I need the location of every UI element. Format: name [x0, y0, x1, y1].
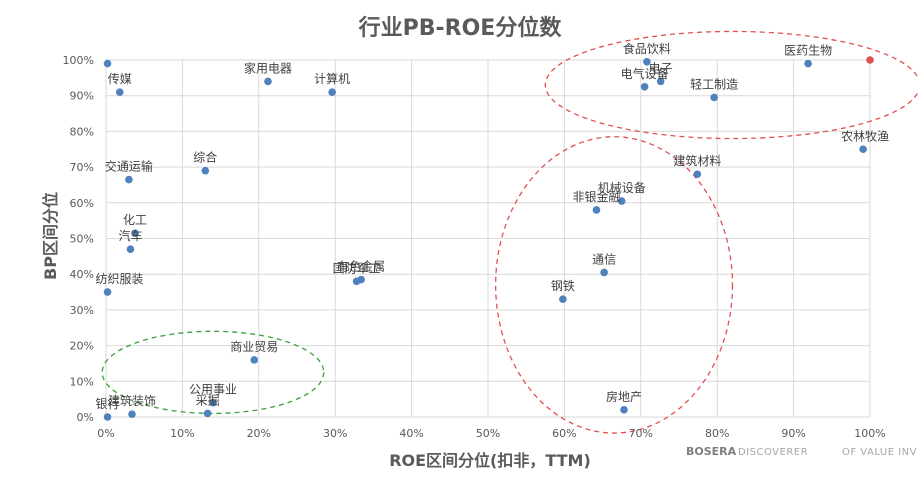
data-point-label: 通信 — [592, 252, 616, 266]
brand-suffix: OF VALUE INVEST — [842, 447, 918, 458]
data-point-label: 机械设备 — [598, 180, 646, 195]
data-point — [804, 59, 812, 68]
y-tick-label: 0% — [77, 411, 94, 424]
data-point — [710, 93, 718, 102]
y-tick-label: 20% — [70, 340, 94, 353]
y-tick-label: 30% — [70, 304, 94, 317]
grid-lines — [105, 59, 871, 418]
data-point-label: 钢铁 — [551, 279, 575, 293]
y-tick-label: 90% — [70, 90, 94, 103]
data-point-label: 食品饮料 — [623, 41, 671, 56]
data-point-label: 有色金属 — [337, 259, 385, 274]
y-tick-label: 50% — [70, 233, 94, 246]
data-point — [600, 268, 608, 277]
data-point — [126, 245, 135, 254]
data-point — [592, 206, 601, 214]
data-point-label: 医药生物 — [784, 44, 832, 58]
data-point — [201, 166, 210, 175]
axis-ticks: 0% 10% 20% 30% 40% 50% 60% 70% 80% 90% 100% 0% 10% 20… — [63, 54, 886, 440]
data-point — [656, 77, 665, 86]
data-point — [640, 82, 649, 91]
data-point-label: 非银金融 — [572, 189, 620, 204]
data-point — [125, 175, 133, 184]
x-tick-label: 100% — [854, 427, 885, 440]
data-point — [128, 410, 136, 418]
x-tick-label: 70% — [629, 427, 653, 440]
data-point — [620, 406, 628, 414]
data-point-label: 轻工制造 — [690, 77, 738, 91]
data-point — [131, 229, 139, 237]
x-tick-label: 40% — [399, 427, 423, 440]
data-point-label: 采掘 — [196, 392, 220, 407]
data-point-label: 电子 — [649, 61, 673, 75]
data-point — [559, 295, 567, 303]
data-point-label: 农林牧渔 — [841, 129, 889, 143]
data-point — [866, 56, 874, 64]
x-tick-label: 90% — [781, 427, 805, 440]
data-point-label: 交通运输 — [105, 159, 153, 174]
data-point — [328, 88, 336, 96]
data-point — [357, 275, 365, 284]
brand-name: BOSERA — [686, 445, 737, 458]
data-point — [643, 57, 651, 66]
annotation-ellipse — [494, 136, 734, 434]
brand-tagline: DISCOVERER — [738, 447, 808, 458]
data-point — [693, 170, 702, 179]
x-tick-label: 60% — [552, 427, 576, 440]
data-point-label: 房地产 — [606, 389, 642, 404]
data-point-label: 纺织服装 — [96, 272, 144, 286]
data-point-label: 建筑材料 — [673, 153, 721, 168]
x-axis-title: ROE区间分位(扣非，TTM) — [389, 451, 591, 470]
data-point — [103, 59, 112, 68]
data-point — [203, 409, 212, 418]
data-point — [617, 197, 626, 205]
data-point-label: 化工 — [123, 213, 147, 227]
annotation-ellipses — [101, 30, 918, 434]
chart-title: 行业PB-ROE分位数 — [358, 15, 563, 41]
data-point-label: 公用事业 — [189, 383, 237, 397]
data-point — [250, 356, 259, 364]
data-point — [859, 145, 867, 154]
y-tick-label: 60% — [70, 197, 94, 210]
data-point-label: 传媒 — [108, 71, 132, 86]
data-point — [103, 288, 112, 296]
data-point-label: 汽车 — [118, 228, 142, 243]
x-tick-label: 30% — [323, 427, 347, 440]
data-point-label: 建筑装饰 — [108, 393, 156, 408]
data-point — [209, 398, 217, 407]
data-points — [103, 56, 874, 421]
x-tick-label: 80% — [705, 427, 729, 440]
data-point-label: 计算机 — [314, 71, 350, 86]
data-point — [103, 413, 112, 421]
data-point-label: 商业贸易 — [230, 339, 278, 354]
data-point — [264, 77, 272, 86]
data-point-label: 综合 — [193, 150, 217, 165]
y-axis-title: BP区间分位 — [41, 192, 60, 280]
data-point — [115, 88, 124, 96]
data-point-label: 电气设备 — [621, 66, 669, 81]
x-tick-label: 0% — [97, 427, 114, 440]
y-tick-label: 80% — [70, 125, 94, 138]
data-point-label: 国防军工 — [333, 260, 381, 275]
y-tick-label: 100% — [63, 54, 94, 67]
x-tick-label: 10% — [170, 427, 194, 440]
x-tick-label: 50% — [476, 427, 500, 440]
branding: BOSERA DISCOVERER OF VALUE INVEST — [686, 445, 918, 458]
annotation-ellipse — [101, 330, 325, 415]
data-point-label: 家用电器 — [244, 60, 292, 75]
y-tick-label: 70% — [70, 161, 94, 174]
annotation-ellipse — [544, 30, 918, 140]
y-tick-label: 40% — [70, 268, 94, 281]
data-point-label: 银行 — [96, 397, 120, 411]
x-tick-label: 20% — [247, 427, 271, 440]
y-tick-label: 10% — [70, 375, 94, 388]
